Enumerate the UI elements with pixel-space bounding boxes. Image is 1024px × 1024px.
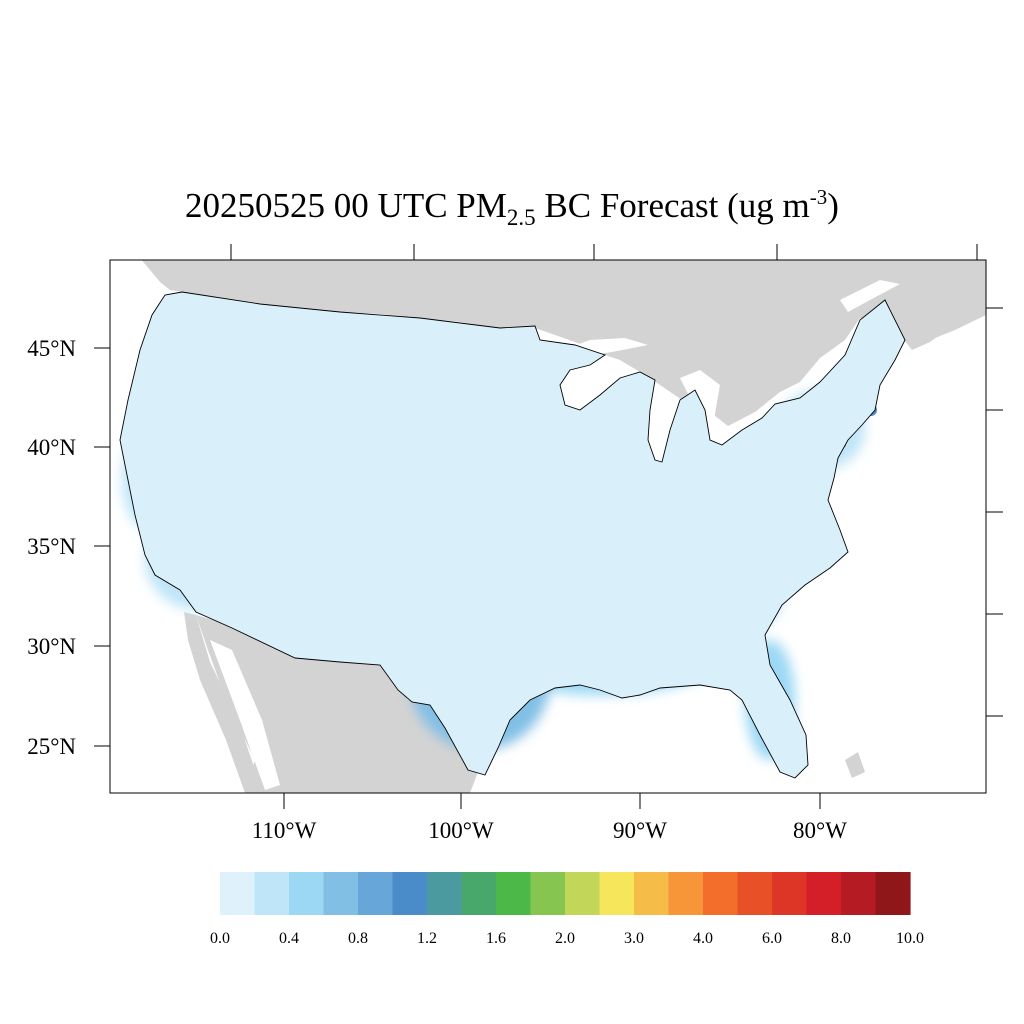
left-ticks	[94, 347, 110, 747]
colorbar-swatch	[358, 872, 394, 915]
lat-label: 35°N	[27, 534, 76, 559]
latitude-labels: 45°N 40°N 35°N 30°N 25°N	[27, 336, 76, 759]
chart-title: 20250525 00 UTC PM2.5 BC Forecast (ug m-…	[185, 185, 839, 230]
colorbar-labels: 0.0 0.4 0.8 1.2 1.6 2.0 3.0 4.0 6.0 8.0 10.0	[210, 930, 924, 947]
colorbar	[220, 872, 911, 915]
map-frame	[109, 259, 987, 794]
colorbar-label: 1.2	[417, 930, 437, 947]
lat-label: 45°N	[27, 336, 76, 361]
colorbar-label: 1.6	[486, 930, 506, 947]
top-ticks	[230, 244, 978, 260]
lake-huron	[680, 370, 720, 425]
maritime-islands	[925, 282, 986, 338]
colorbar-swatch	[392, 872, 428, 915]
cuba	[845, 752, 865, 778]
colorbar-swatch	[496, 872, 532, 915]
colorbar-label: 8.0	[831, 930, 851, 947]
colorbar-label: 0.8	[348, 930, 368, 947]
bottom-ticks	[283, 793, 821, 809]
lon-label: 90°W	[613, 818, 667, 843]
colorbar-label: 6.0	[762, 930, 782, 947]
colorbar-swatch	[599, 872, 635, 915]
colorbar-swatch	[875, 872, 911, 915]
colorbar-swatch	[703, 872, 739, 915]
colorbar-swatch	[772, 872, 808, 915]
map-area	[110, 260, 986, 793]
colorbar-swatch	[530, 872, 566, 915]
st-lawrence	[840, 280, 900, 312]
canada-land	[141, 260, 986, 426]
colorbar-label: 0.4	[279, 930, 299, 947]
colorbar-swatch	[323, 872, 359, 915]
colorbar-swatch	[461, 872, 497, 915]
colorbar-label: 10.0	[896, 930, 924, 947]
colorbar-swatch	[427, 872, 463, 915]
colorbar-label: 4.0	[693, 930, 713, 947]
colorbar-swatch	[841, 872, 877, 915]
colorbar-swatch	[806, 872, 842, 915]
colorbar-label: 0.0	[210, 930, 230, 947]
colorbar-swatch	[565, 872, 601, 915]
colorbar-swatch	[289, 872, 325, 915]
lat-label: 25°N	[27, 734, 76, 759]
colorbar-swatch	[737, 872, 773, 915]
colorbar-swatch	[220, 872, 256, 915]
right-ticks	[986, 307, 1003, 717]
colorbar-swatch	[634, 872, 670, 915]
colorbar-swatch	[254, 872, 290, 915]
gulf-of-california	[210, 640, 280, 790]
lon-label: 80°W	[793, 818, 847, 843]
lat-label: 40°N	[27, 435, 76, 460]
colorbar-swatch	[668, 872, 704, 915]
lon-label: 110°W	[252, 818, 317, 843]
colorbar-label: 3.0	[624, 930, 644, 947]
longitude-labels: 110°W 100°W 90°W 80°W	[252, 818, 848, 843]
lon-label: 100°W	[428, 818, 494, 843]
baja-california	[184, 612, 262, 793]
lat-label: 30°N	[27, 634, 76, 659]
colorbar-label: 2.0	[555, 930, 575, 947]
